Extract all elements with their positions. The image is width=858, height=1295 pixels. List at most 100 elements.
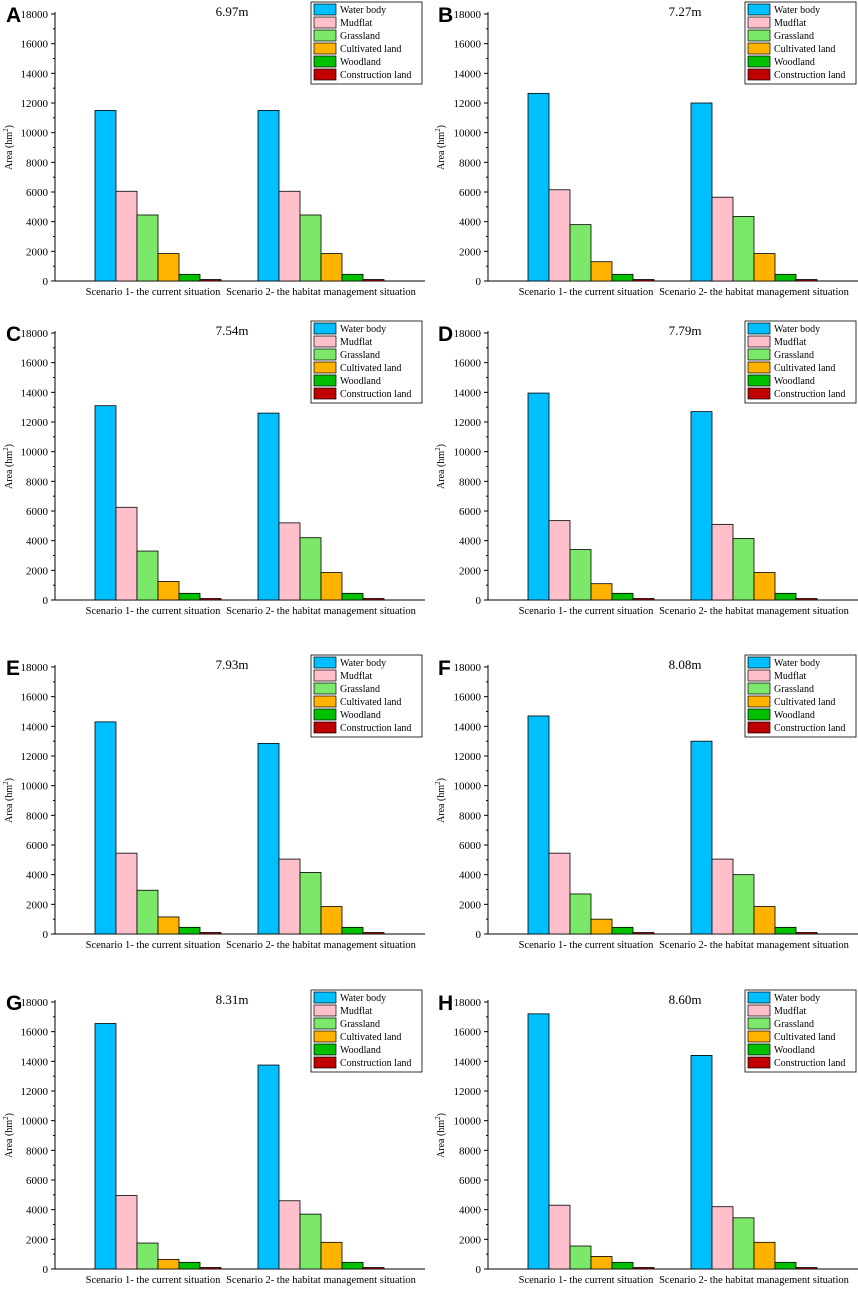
legend-swatch-5 (747, 708, 771, 721)
bar-woodland-2 (774, 592, 797, 601)
y-tick-label: 16000 (21, 39, 49, 51)
panel-letter-c: C (6, 323, 21, 346)
y-tick-label: 16000 (21, 358, 49, 370)
legend-entry-3: Grassland (774, 350, 814, 361)
y-tick-label: 18000 (21, 662, 49, 674)
x-category-label-2: Scenario 2- the habitat management situa… (226, 606, 417, 617)
y-tick-label: 10000 (454, 1116, 482, 1128)
y-axis-label: Area (hm2) (2, 444, 15, 489)
legend-entry-2: Mudflat (340, 671, 372, 682)
y-tick-label: 12000 (21, 417, 49, 429)
legend-swatch-2 (747, 335, 771, 348)
legend-entry-1: Water body (340, 324, 386, 335)
y-axis-label-main: Area (hm (436, 1120, 447, 1158)
y-axis-label-sup: 2 (434, 447, 442, 451)
legend-entry-3: Grassland (340, 31, 380, 42)
y-axis-label: Area (hm2) (2, 125, 15, 170)
bar-woodland-2 (774, 1261, 797, 1270)
y-tick-label: 4000 (459, 1205, 482, 1217)
y-axis-label-sup: 2 (2, 1116, 10, 1120)
panel-d: D 7.79m 0 2000 4000 6000 8000 10000 12000 14000 16… (434, 320, 858, 617)
y-tick-label: 16000 (21, 1027, 49, 1039)
x-category-label-1: Scenario 1- the current situation (519, 287, 654, 298)
y-tick-label: 14000 (21, 1056, 49, 1068)
y-tick-label: 16000 (454, 39, 482, 51)
bar-grassland-1 (569, 893, 592, 935)
bar-cultivated-land-1 (590, 583, 613, 601)
y-axis-label-tail: ) (4, 1113, 15, 1116)
bar-grassland-1 (569, 549, 592, 601)
bar-cultivated-land-2 (753, 253, 776, 282)
y-axis-label-sup: 2 (434, 1116, 442, 1120)
legend-entry-4: Cultivated land (340, 697, 401, 708)
y-axis-label-tail: ) (4, 444, 15, 447)
legend-swatch-1 (313, 3, 337, 16)
legend-entry-6: Construction land (340, 389, 411, 400)
panel-title-g: 8.31m (216, 992, 249, 1007)
bar-construction-land-1 (199, 1267, 222, 1270)
legend-swatch-3 (747, 29, 771, 42)
y-axis-label-sup: 2 (434, 128, 442, 132)
bar-woodland-1 (611, 592, 634, 601)
bar-woodland-2 (341, 273, 364, 282)
panel-letter-b: B (438, 4, 453, 27)
bar-grassland-2 (732, 216, 755, 282)
y-axis-label: Area (hm2) (2, 778, 15, 823)
y-axis-label-main: Area (hm (436, 785, 447, 823)
x-category-label-2: Scenario 2- the habitat management situa… (226, 1275, 417, 1286)
y-tick-label: 14000 (454, 68, 482, 80)
bar-woodland-1 (611, 273, 634, 282)
panel-title-a: 6.97m (216, 4, 249, 19)
legend-swatch-5 (747, 1043, 771, 1056)
y-tick-label: 10000 (21, 128, 49, 140)
y-tick-label: 8000 (459, 476, 482, 488)
bar-mudflat-2 (711, 858, 734, 935)
legend-entry-4: Cultivated land (340, 363, 401, 374)
panel-title-c: 7.54m (216, 323, 249, 338)
x-category-label-2: Scenario 2- the habitat management situa… (226, 940, 417, 951)
legend-entry-5: Woodland (340, 1045, 381, 1056)
legend-entry-5: Woodland (774, 57, 815, 68)
legend-swatch-6 (747, 721, 771, 734)
bar-grassland-2 (299, 1213, 322, 1270)
legend-entry-1: Water body (774, 658, 820, 669)
legend-entry-2: Mudflat (340, 18, 372, 29)
legend-swatch-4 (313, 1030, 337, 1043)
bar-water-body-1 (94, 405, 117, 601)
y-tick-label: 4000 (26, 217, 49, 229)
bar-cultivated-land-1 (590, 261, 613, 282)
legend-entry-6: Construction land (774, 389, 845, 400)
legend-swatch-3 (747, 1017, 771, 1030)
y-tick-label: 6000 (26, 840, 49, 852)
legend-entry-2: Mudflat (774, 337, 806, 348)
y-axis-label: Area (hm2) (434, 1113, 447, 1158)
y-tick-label: 2000 (26, 565, 49, 577)
bar-grassland-1 (136, 550, 159, 601)
y-tick-label: 14000 (454, 721, 482, 733)
bar-water-body-1 (94, 110, 117, 282)
legend-entry-1: Water body (340, 993, 386, 1004)
x-category-label-1: Scenario 1- the current situation (519, 1275, 654, 1286)
y-tick-label: 12000 (454, 751, 482, 763)
y-tick-label: 2000 (26, 246, 49, 258)
legend-swatch-3 (313, 682, 337, 695)
y-tick-label: 4000 (26, 870, 49, 882)
y-tick-label: 6000 (26, 187, 49, 199)
y-tick-label: 16000 (454, 1027, 482, 1039)
legend-swatch-1 (747, 322, 771, 335)
legend-entry-4: Cultivated land (774, 697, 835, 708)
legend-swatch-4 (747, 1030, 771, 1043)
bar-construction-land-1 (632, 598, 655, 601)
bar-construction-land-2 (795, 279, 818, 282)
legend-swatch-3 (747, 348, 771, 361)
legend-swatch-6 (747, 68, 771, 81)
bar-mudflat-2 (711, 196, 734, 282)
bar-cultivated-land-1 (590, 918, 613, 935)
bar-mudflat-1 (115, 852, 138, 935)
bar-water-body-2 (257, 110, 280, 282)
y-tick-label: 16000 (21, 692, 49, 704)
legend-entry-5: Woodland (340, 57, 381, 68)
y-axis-label-main: Area (hm (436, 451, 447, 489)
legend-swatch-5 (313, 708, 337, 721)
legend-entry-4: Cultivated land (774, 1032, 835, 1043)
